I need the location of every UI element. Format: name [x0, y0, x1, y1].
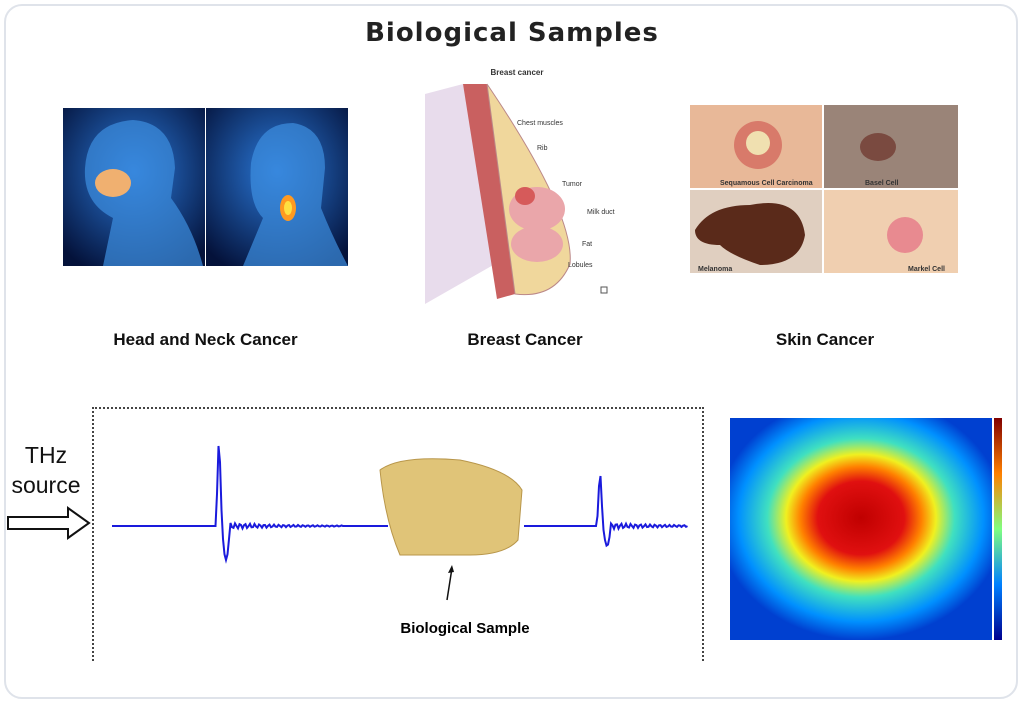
sample-pointer-arrowhead: [448, 565, 454, 573]
thz-heatmap: [730, 418, 1002, 640]
label-squamous: Sequamous Cell Carcinoma: [720, 180, 813, 187]
biological-sample-image: [379, 458, 523, 556]
breast-anatomy-image: Breast cancer Chest muscles Rib Tumor Mi…: [425, 68, 615, 304]
head-neck-image: [63, 108, 348, 266]
label-basal: Basel Cell: [865, 180, 899, 187]
label-lobules: Lobules: [568, 262, 593, 269]
cleveland-clinic-logo: [600, 286, 608, 294]
arrow-right-icon: [7, 506, 91, 540]
label-merkel: Markel Cell: [908, 266, 945, 273]
sample-pointer-line: [446, 567, 453, 601]
thz-source-label: THz source: [11, 442, 81, 498]
label-milk-duct: Milk duct: [587, 209, 615, 216]
label-fat: Fat: [582, 241, 592, 248]
transmitted-pulse: [524, 475, 688, 548]
label-chest-muscles: Chest muscles: [517, 120, 563, 127]
figure-title: Biological Samples: [365, 18, 659, 48]
sample-label: Biological Sample: [400, 620, 530, 637]
breast-image-title: Breast cancer: [491, 68, 544, 77]
heatmap-image: [730, 418, 992, 640]
figure-frame: [4, 4, 1018, 699]
caption-breast: Breast Cancer: [467, 330, 583, 349]
incident-pulse: [112, 445, 388, 564]
measurement-box: [92, 407, 704, 661]
caption-head-neck: Head and Neck Cancer: [113, 330, 298, 349]
label-melanoma: Melanoma: [698, 266, 732, 273]
colorbar: [994, 418, 1002, 640]
caption-skin: Skin Cancer: [775, 330, 875, 349]
label-tumor: Tumor: [562, 181, 583, 188]
skin-cancer-image: Sequamous Cell Carcinoma Basel Cell Mela…: [690, 105, 958, 273]
label-rib: Rib: [537, 145, 548, 152]
